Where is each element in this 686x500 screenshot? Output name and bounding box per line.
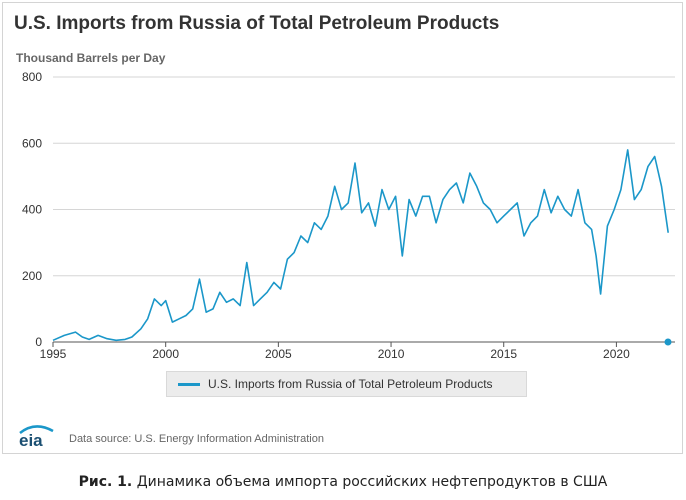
eia-logo-icon: eia [19, 425, 54, 449]
legend-swatch [178, 382, 200, 386]
series-line [52, 149, 669, 342]
x-tick-label: 2000 [152, 347, 179, 361]
y-tick-label: 200 [22, 269, 42, 283]
y-axis-label: Thousand Barrels per Day [16, 51, 166, 65]
data-source-note: Data source: U.S. Energy Information Adm… [69, 433, 324, 445]
caption-text: Динамика объема импорта российских нефте… [132, 474, 608, 490]
figure-caption: Рис. 1. Динамика объема импорта российск… [0, 474, 686, 490]
chart-container: U.S. Imports from Russia of Total Petrol… [2, 2, 683, 454]
x-tick-label: 2005 [265, 347, 292, 361]
legend-label: U.S. Imports from Russia of Total Petrol… [208, 377, 493, 391]
x-tick-label: 2015 [490, 347, 517, 361]
range-end-marker [664, 338, 672, 346]
y-tick-label: 400 [22, 203, 42, 217]
chart-title: U.S. Imports from Russia of Total Petrol… [14, 13, 500, 34]
x-tick-label: 1995 [40, 347, 67, 361]
caption-prefix: Рис. 1. [78, 474, 133, 490]
plot-area: 0 200 400 600 800 1995 2000 2005 2010 2015 2020 [22, 70, 675, 361]
y-tick-label: 600 [22, 136, 42, 150]
logo-text: eia [19, 431, 43, 449]
x-tick-label: 2020 [603, 347, 630, 361]
y-tick-label: 0 [35, 335, 42, 349]
y-tick-label: 800 [22, 70, 42, 84]
legend[interactable]: U.S. Imports from Russia of Total Petrol… [166, 371, 527, 397]
x-tick-label: 2010 [378, 347, 405, 361]
